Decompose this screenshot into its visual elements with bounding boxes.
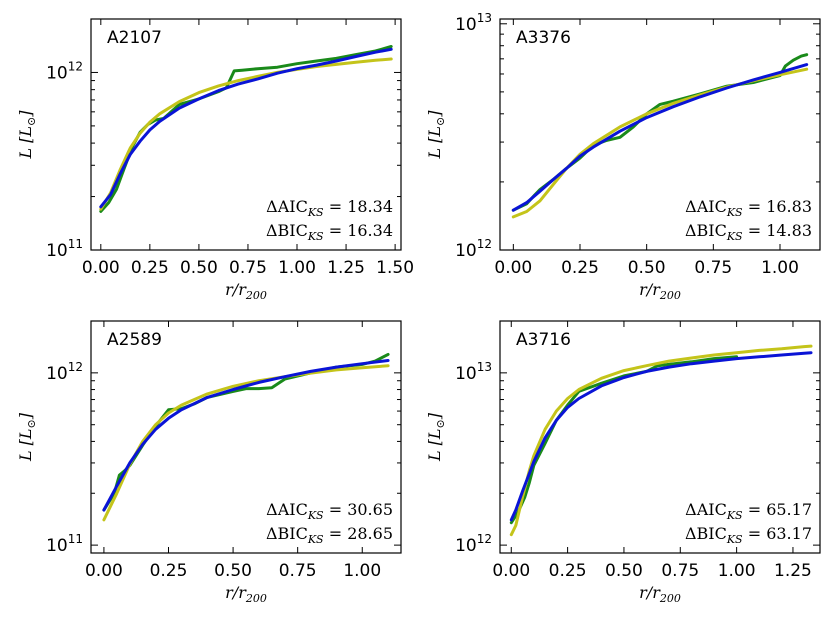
x-axis-label: r/r200 [639,280,681,302]
x-tick-label: 0.50 [628,258,666,278]
x-axis-label: r/r200 [639,583,681,605]
panel-a3376: 0.00 0.25 0.50 0.75 1.00 1012 1013 A3376 ΔAICKS … [425,11,821,302]
x-tick-label: 0.50 [214,561,252,581]
panel-title: A3376 [516,28,571,48]
x-tick-label: 0.00 [492,561,530,581]
x-tick-label: 0.75 [694,258,732,278]
x-tick-label: 0.50 [605,561,643,581]
y-axis-label: L [L⊙] [425,412,447,462]
series-data-line [102,352,390,512]
x-tick-label: 1.50 [376,258,414,278]
axes-frame [90,18,402,251]
stat-annotation: ΔBICKS = 16.34 [266,221,393,243]
stat-annotation: ΔBICKS = 28.65 [266,524,393,546]
x-tick-label: 0.75 [229,258,267,278]
y-tick-label: 1012 [46,360,83,384]
stat-annotation: ΔAICKS = 18.34 [266,197,393,219]
x-tick-label: 1.00 [718,561,756,581]
x-tick-label: 0.00 [494,258,532,278]
x-tick-label: 0.25 [561,258,599,278]
x-tick-label: 0.25 [549,561,587,581]
x-tick-label: 1.00 [343,561,381,581]
y-tick-label: 1012 [455,237,492,261]
y-tick-label: 1011 [46,237,83,261]
x-tick-label: 0.75 [661,561,699,581]
x-axis-label: r/r200 [225,583,267,605]
x-tick-label: 1.25 [774,561,812,581]
x-tick-label: 0.75 [279,561,317,581]
y-tick-label: 1013 [455,360,492,384]
stat-annotation: ΔBICKS = 63.17 [685,524,812,546]
y-axis-label: L [L⊙] [425,110,447,160]
series-model-line [102,359,390,512]
stat-annotation: ΔBICKS = 14.83 [685,221,812,243]
axes-frame [499,18,821,251]
x-tick-label: 1.00 [761,258,799,278]
x-tick-label: 0.25 [150,561,188,581]
panel-a2589: 0.00 0.25 0.50 0.75 1.00 1011 1012 A2589 ΔAICKS … [16,320,402,605]
panel-title: A2589 [107,330,162,350]
stat-annotation: ΔAICKS = 65.17 [685,500,812,522]
series-model-line [509,351,813,522]
x-tick-label: 1.25 [327,258,365,278]
x-tick-label: 0.00 [85,561,123,581]
stat-annotation: ΔAICKS = 30.65 [266,500,393,522]
x-tick-label: 1.00 [278,258,316,278]
y-tick-label: 1012 [455,532,492,556]
axes-frame [90,320,402,554]
y-axis-label: L [L⊙] [16,110,38,160]
panel-a3716: 0.00 0.25 0.50 0.75 1.00 1.25 1012 1013 A3716 ΔAI… [425,320,821,605]
series-model-line [99,47,393,209]
y-tick-label: 1013 [455,11,492,35]
y-tick-label: 1012 [46,59,83,83]
axes-frame [499,320,821,554]
series-alt-line [99,57,393,211]
x-tick-label: 0.50 [180,258,218,278]
x-tick-label: 0.00 [82,258,120,278]
series-model-line [511,63,809,212]
panel-title: A3716 [516,330,571,350]
y-tick-label: 1011 [46,532,83,556]
stat-annotation: ΔAICKS = 16.83 [685,197,812,219]
panel-a2107: 0.00 0.25 0.50 0.75 1.00 1.25 1.50 1011 1012 A210… [16,18,414,302]
panel-title: A2107 [107,28,162,48]
x-tick-label: 0.25 [131,258,169,278]
y-axis-label: L [L⊙] [16,412,38,462]
series-alt-line [511,67,809,219]
x-axis-label: r/r200 [225,280,267,302]
